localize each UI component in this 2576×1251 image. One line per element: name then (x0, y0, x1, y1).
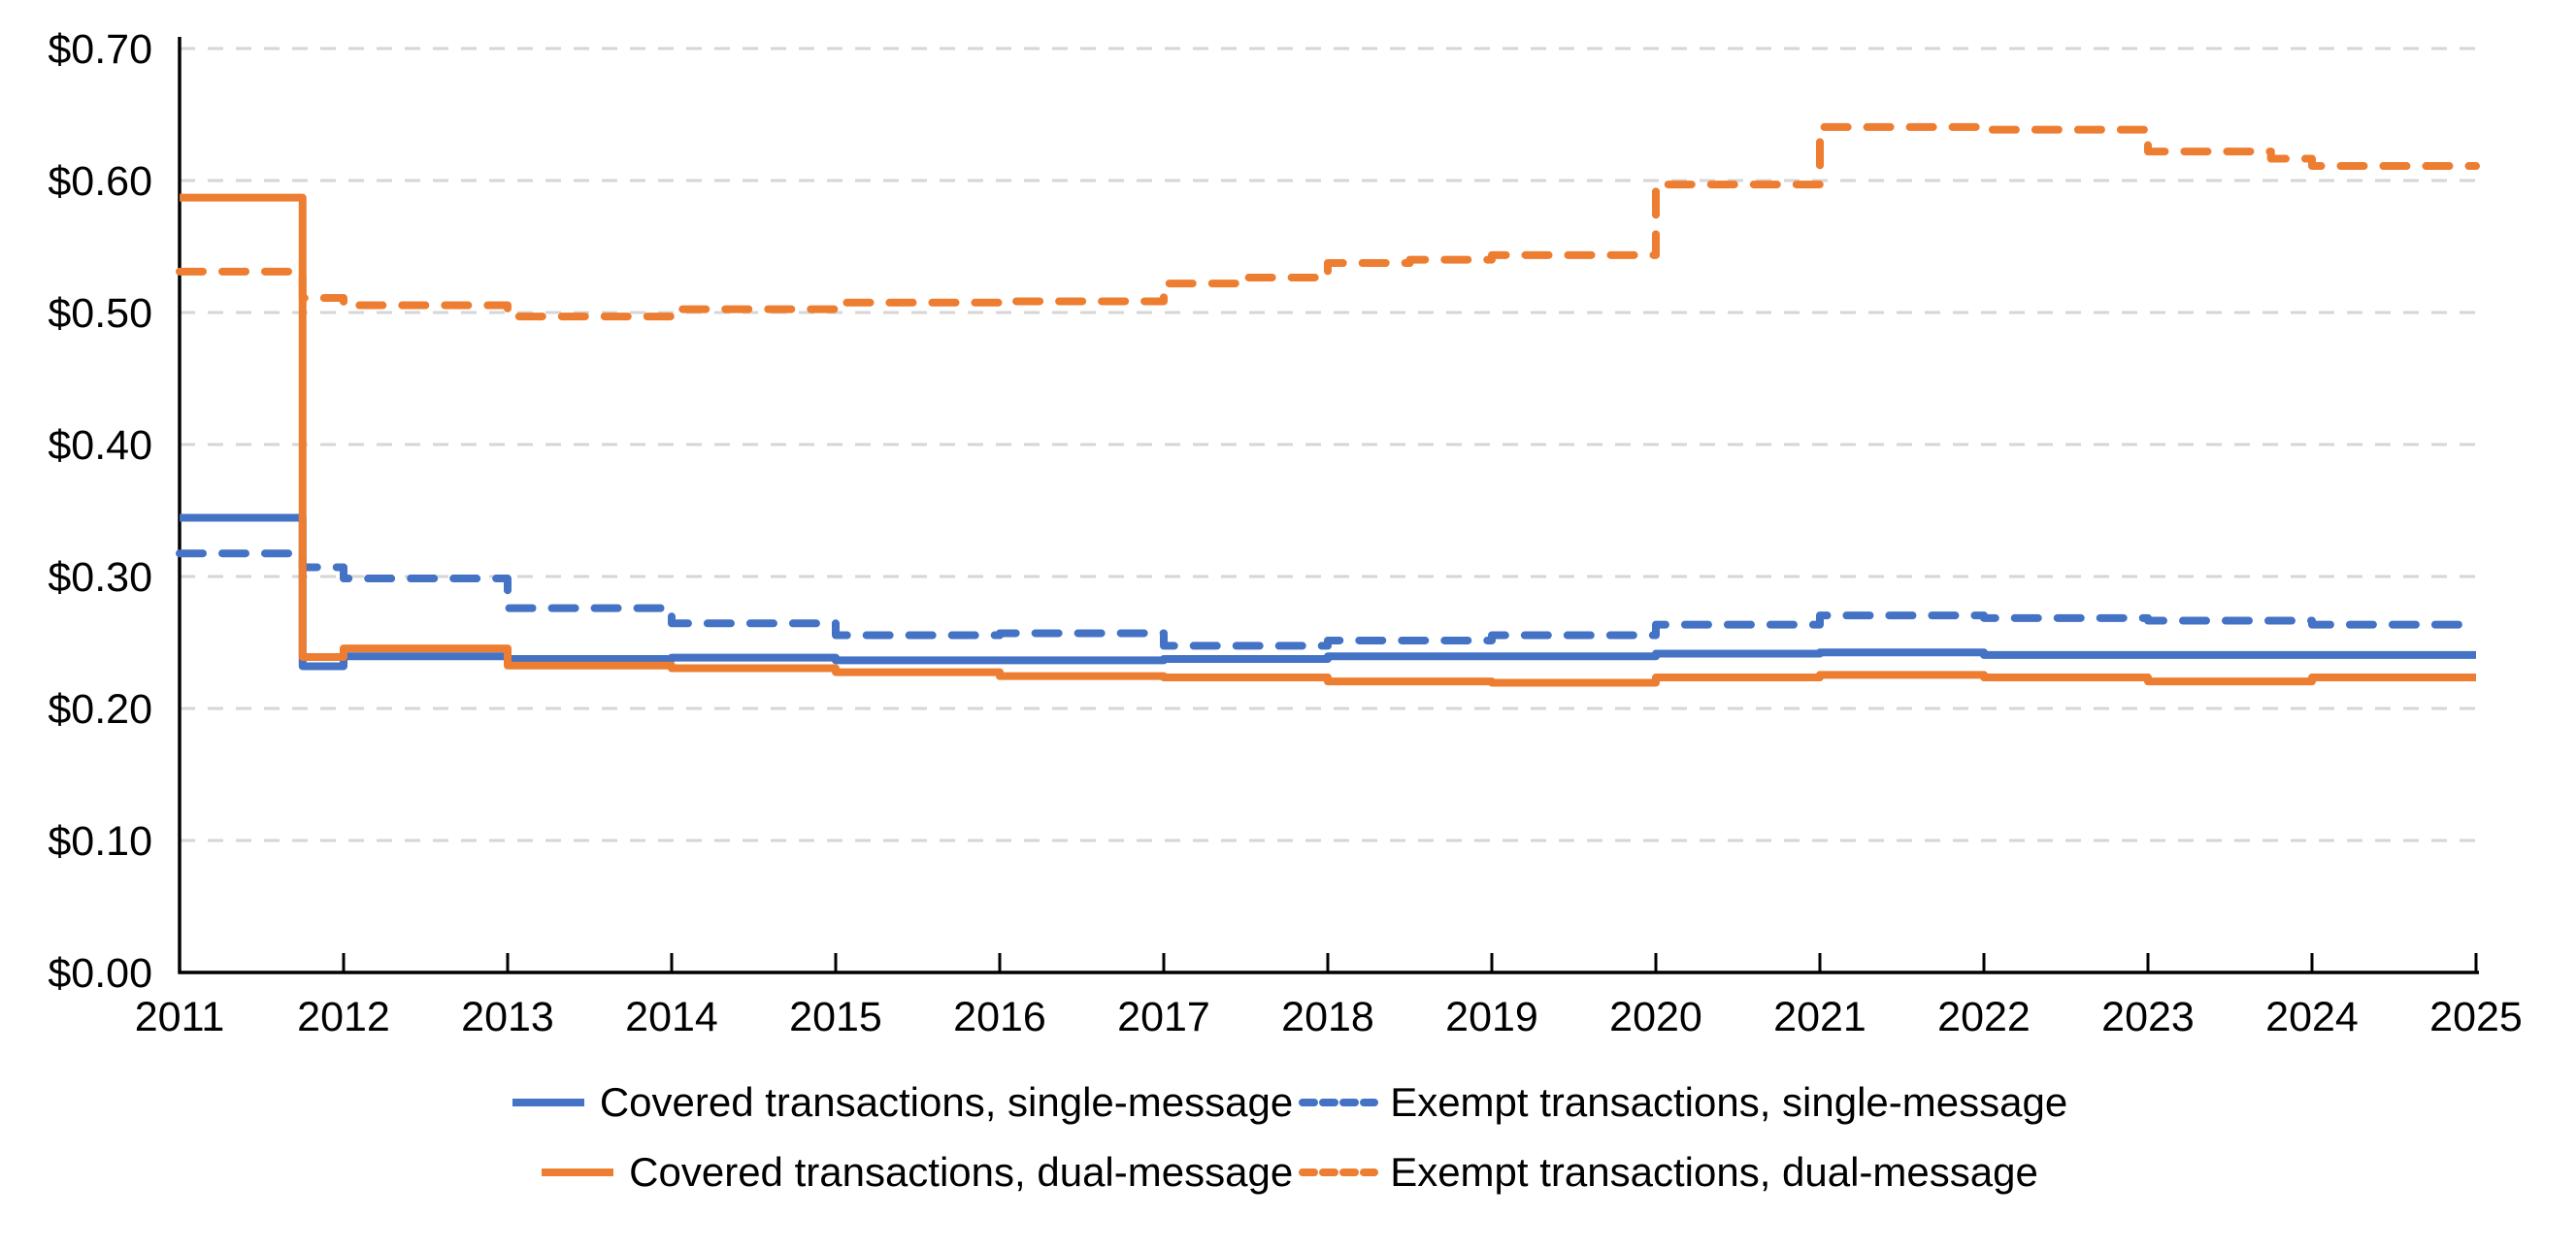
legend-row: Covered transactions, single-message Exem… (509, 1079, 2067, 1126)
x-tick-label: 2023 (2101, 994, 2195, 1040)
series-line-1 (180, 513, 2476, 671)
x-tick-label: 2021 (1773, 994, 1866, 1040)
x-tick-label: 2012 (297, 994, 390, 1040)
x-tick-label: 2022 (1937, 994, 2031, 1040)
legend-item: Exempt transactions, single-message (1299, 1079, 2067, 1126)
y-tick-label: $0.60 (48, 158, 152, 205)
legend-row: Covered transactions, dual-message Exempt… (538, 1149, 2038, 1196)
legend-label: Covered transactions, single-message (599, 1079, 1294, 1125)
legend-label: Exempt transactions, dual-message (1390, 1149, 2038, 1195)
legend-item: Covered transactions, dual-message (538, 1149, 1293, 1196)
series-line-3 (180, 193, 2476, 687)
x-tick-label: 2024 (2265, 994, 2359, 1040)
x-tick-label: 2025 (2429, 994, 2523, 1040)
x-tick-label: 2014 (625, 994, 718, 1040)
x-tick-label: 2011 (135, 994, 224, 1040)
x-tick-label: 2019 (1445, 994, 1538, 1040)
legend-label: Exempt transactions, single-message (1390, 1079, 2068, 1125)
y-tick-label: $0.20 (48, 686, 152, 733)
x-tick-label: 2020 (1609, 994, 1702, 1040)
y-tick-label: $0.50 (48, 290, 152, 337)
series-line-4 (176, 122, 2480, 321)
x-tick-label: 2017 (1117, 994, 1210, 1040)
x-tick-label: 2013 (461, 994, 554, 1040)
y-tick-label: $0.70 (48, 26, 152, 73)
y-tick-label: $0.40 (48, 422, 152, 469)
y-tick-label: $0.00 (48, 950, 152, 997)
legend-item: Exempt transactions, dual-message (1299, 1149, 2038, 1196)
series-line-2 (176, 549, 2480, 650)
chart-legend: Covered transactions, single-message Exem… (0, 1079, 2576, 1196)
legend-dashed-line-swatch (1299, 1099, 1379, 1106)
legend-solid-line-swatch (542, 1169, 614, 1176)
y-tick-label: $0.30 (48, 554, 152, 601)
legend-item: Covered transactions, single-message (509, 1079, 1293, 1126)
x-tick-label: 2018 (1281, 994, 1374, 1040)
y-tick-label: $0.10 (48, 818, 152, 865)
legend-solid-line-swatch (512, 1099, 584, 1106)
legend-dashed-line-swatch (1299, 1169, 1379, 1176)
x-tick-label: 2015 (789, 994, 882, 1040)
x-tick-label: 2016 (953, 994, 1046, 1040)
legend-label: Covered transactions, dual-message (629, 1149, 1294, 1195)
